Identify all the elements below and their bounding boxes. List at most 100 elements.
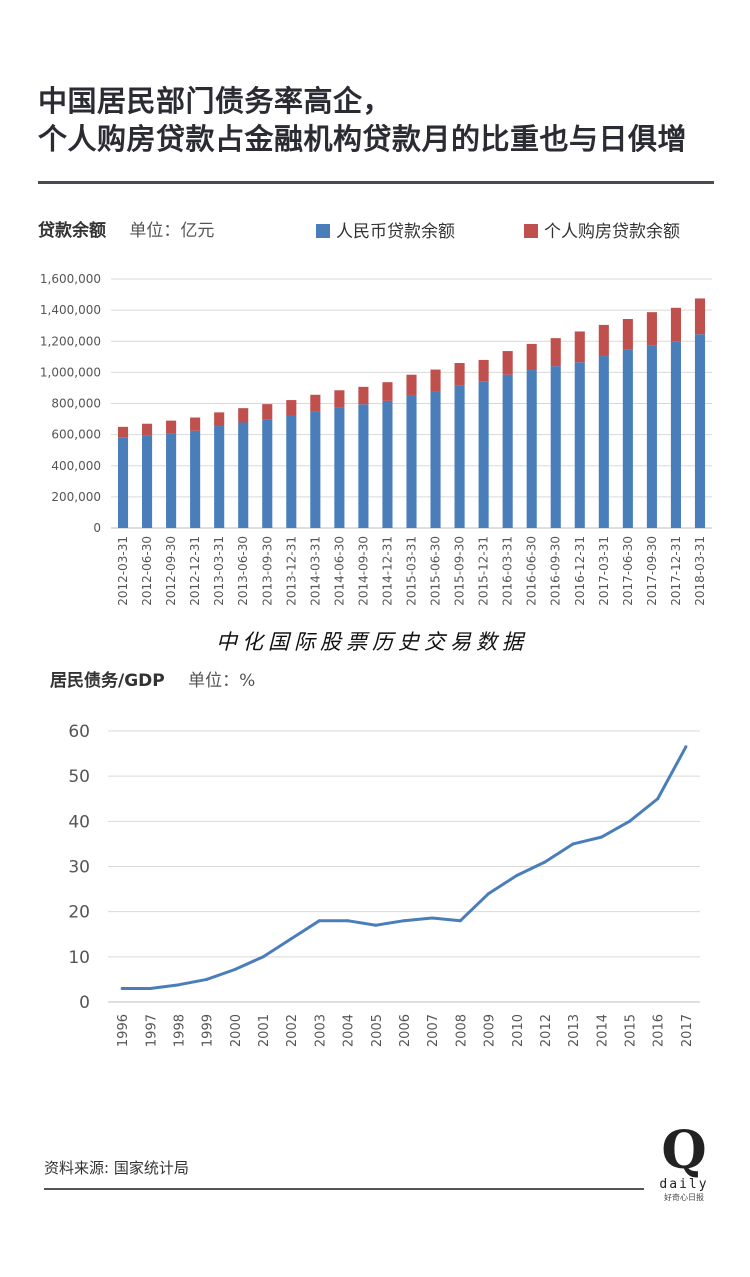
bar-rmb-segment [670,341,681,528]
x-tick-label: 2002 [285,1014,300,1047]
debt-gdp-chart: 0 10 20 30 40 50 60 1996 1997 1998 1999 2000 2001 200… [68,722,700,1047]
legend-rmb-label: 人民币贷款余额 [336,222,455,242]
data-point [317,919,321,923]
data-point [120,986,124,990]
x-tick-label: 2007 [426,1014,441,1047]
bar-housing-segment [646,312,657,346]
bar-housing-segment [550,338,561,367]
y-tick-label: 1,600,000 [40,272,101,286]
y-tick-label: 10 [68,948,90,968]
x-tick-label: 2015-12-31 [477,536,491,606]
bar-housing-segment [262,404,273,420]
x-tick-label: 2013 [567,1014,582,1047]
watermark-band [48,606,730,674]
data-point [374,923,378,927]
bar-rmb-segment [478,381,489,528]
bar-housing-segment [238,408,249,423]
bar-rmb-segment [262,419,273,528]
y-tick-label: 30 [68,858,90,878]
bar-housing-segment [117,426,129,438]
chart1-unit: 单位：亿元 [129,221,215,241]
legend-rmb-swatch [316,224,330,238]
x-tick-label: 1999 [201,1014,216,1047]
x-tick-label: 2010 [511,1014,526,1047]
y-tick-label: 1,200,000 [40,334,101,348]
bar-rmb-segment [286,415,297,528]
x-tick-label: 1998 [172,1014,187,1047]
bar-rmb-segment [166,433,177,528]
bar-housing-segment [454,363,465,386]
x-tick-label: 2014-06-30 [332,536,346,606]
bar-rmb-segment [646,345,657,528]
x-tick-label: 2003 [313,1014,328,1047]
loan-balance-chart: 0 200,000 400,000 600,000 800,000 1,000,000 1,… [40,272,712,606]
data-point [205,977,209,981]
x-tick-label: 2014 [595,1014,610,1047]
x-tick-label: 2008 [454,1014,469,1047]
bar-rmb-segment [574,362,585,528]
bar-housing-segment [310,394,321,412]
data-point [599,835,603,839]
data-point [543,860,547,864]
bar-rmb-segment [694,334,706,528]
data-point [487,892,491,896]
bar-rmb-segment [238,422,249,528]
bar-housing-segment [670,307,681,342]
x-tick-label: 2017-06-30 [621,536,635,606]
bar-rmb-segment [142,435,153,528]
x-tick-label: 2012 [539,1014,554,1047]
bar-rmb-segment [334,407,345,528]
data-point [233,967,237,971]
x-tick-label: 2012-06-30 [140,536,154,606]
x-tick-label: 2012-09-30 [164,536,178,606]
legend-housing-label: 个人购房贷款余额 [544,222,680,242]
y-tick-label: 400,000 [51,459,101,473]
bar-housing-segment [406,374,417,395]
bar-housing-segment [598,324,609,357]
bar-housing-segment [142,423,153,436]
chart1-header: 贷款余额 单位：亿元 [38,216,214,241]
bar-rmb-segment [358,404,369,528]
legend-housing-swatch [524,224,538,238]
bar-housing-segment [478,359,489,382]
legend-housing: 个人购房贷款余额 [524,217,680,242]
x-tick-label: 2001 [257,1014,272,1047]
x-tick-label: 2013-12-31 [284,536,298,606]
bar-rmb-segment [502,374,513,528]
x-tick-label: 2015-06-30 [429,536,443,606]
bar-housing-segment [502,351,513,375]
y-tick-label: 60 [68,722,90,742]
bar-rmb-segment [454,385,465,528]
bar-rmb-segment [190,430,201,528]
bar-housing-segment [214,412,225,427]
chart2-label: 居民债务/GDP [50,671,165,691]
bar-housing-segment [358,386,369,405]
x-tick-label: 2016-03-31 [501,536,515,606]
title-line-1: 中国居民部门债务率高企， [38,84,393,118]
x-tick-label: 2000 [229,1014,244,1047]
footer-divider [44,1188,644,1190]
legend-rmb: 人民币贷款余额 [316,217,455,242]
data-point [148,986,152,990]
y-tick-label: 200,000 [51,490,101,504]
chart2-unit: 单位：% [188,671,256,691]
x-tick-label: 2006 [398,1014,413,1047]
bar-housing-segment [526,343,537,371]
bar-rmb-segment [526,370,537,528]
x-tick-label: 2016-12-31 [573,536,587,606]
logo-letter: Q [661,1120,707,1181]
x-tick-label: 2014-12-31 [380,536,394,606]
x-tick-label: 2016-06-30 [525,536,539,606]
data-point [515,874,519,878]
bar-rmb-segment [310,411,321,528]
logo-subtitle: 好奇心日报 [664,1193,704,1202]
bar-housing-segment [334,390,345,408]
x-tick-label: 2012-12-31 [188,536,202,606]
data-point [176,983,180,987]
y-tick-label: 0 [79,993,90,1013]
x-tick-label: 2015-09-30 [453,536,467,606]
bar-housing-segment [694,298,706,335]
x-tick-label: 2016 [652,1014,667,1047]
y-tick-label: 600,000 [51,428,101,442]
x-tick-label: 2015 [624,1014,639,1047]
